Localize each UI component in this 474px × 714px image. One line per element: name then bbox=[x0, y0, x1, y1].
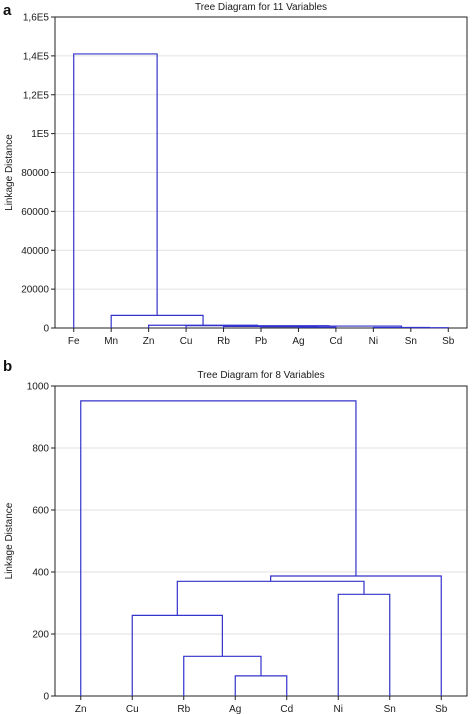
chart-title: Tree Diagram for 11 Variables bbox=[195, 2, 327, 13]
y-tick-label: 1000 bbox=[27, 382, 50, 393]
dendrogram-link bbox=[297, 326, 337, 328]
dendrogram-link bbox=[131, 614, 223, 696]
dendrogram-link bbox=[148, 324, 259, 328]
y-axis-label: Linkage Distance bbox=[4, 502, 15, 579]
y-tick-label: 40000 bbox=[21, 246, 49, 257]
leaf-label: Sn bbox=[405, 336, 417, 347]
dendrogram-link bbox=[337, 593, 391, 696]
dendrogram-link bbox=[270, 575, 442, 696]
y-tick-label: 1,2E5 bbox=[23, 90, 50, 101]
leaf-label: Cd bbox=[280, 704, 293, 714]
y-tick-label: 1,4E5 bbox=[23, 51, 50, 62]
leaf-label: Ni bbox=[334, 704, 343, 714]
y-tick-label: 200 bbox=[32, 630, 49, 641]
dendrogram-link bbox=[176, 580, 365, 616]
panel-a: a Tree Diagram for 11 Variables 0 20000 400… bbox=[0, 0, 474, 354]
dendrogram-link bbox=[372, 326, 431, 329]
y-tick-label: 800 bbox=[32, 444, 49, 455]
panel-label: a bbox=[3, 2, 12, 19]
leaf-label: Sb bbox=[442, 336, 455, 347]
y-tick-label: 400 bbox=[32, 568, 49, 579]
dendrogram-link bbox=[260, 326, 318, 328]
dendrogram-link bbox=[80, 400, 357, 696]
leaf-label: Ag bbox=[229, 704, 241, 714]
leaf-label: Ni bbox=[369, 336, 378, 347]
y-axis-label: Linkage Distance bbox=[4, 134, 15, 211]
dendrogram-chart-a: Tree Diagram for 11 Variables 0 20000 40000… bbox=[4, 2, 468, 347]
dendrogram-link bbox=[110, 314, 204, 328]
y-tick-label: 60000 bbox=[21, 207, 49, 218]
leaf-label: Rb bbox=[217, 336, 230, 347]
leaf-label: Mn bbox=[104, 336, 118, 347]
leaf-label: Sb bbox=[435, 704, 448, 714]
y-tick-label: 600 bbox=[32, 506, 49, 517]
leaf-label: Rb bbox=[177, 704, 190, 714]
y-tick-label: 1,6E5 bbox=[23, 13, 50, 24]
panel-b: b Tree Diagram for 8 Variables 0 200 400 600… bbox=[0, 356, 474, 714]
leaf-label: Zn bbox=[75, 704, 87, 714]
y-tick-label: 80000 bbox=[21, 168, 49, 179]
leaf-label: Sn bbox=[384, 704, 396, 714]
dendrogram-link bbox=[234, 675, 288, 696]
dendrogram-link bbox=[73, 53, 158, 328]
y-tick-label: 0 bbox=[43, 324, 49, 335]
leaf-label: Pb bbox=[255, 336, 268, 347]
panel-label: b bbox=[3, 358, 13, 375]
y-tick-label: 20000 bbox=[21, 285, 49, 296]
y-tick-label: 1E5 bbox=[31, 129, 49, 140]
leaf-label: Cd bbox=[330, 336, 343, 347]
dendrogram-chart-b: Tree Diagram for 8 Variables 0 200 400 600 80… bbox=[4, 370, 468, 714]
leaf-label: Cu bbox=[126, 704, 139, 714]
leaf-label: Ag bbox=[292, 336, 304, 347]
chart-title: Tree Diagram for 8 Variables bbox=[197, 370, 324, 381]
leaf-label: Cu bbox=[180, 336, 193, 347]
leaf-label: Zn bbox=[143, 336, 155, 347]
y-tick-label: 0 bbox=[43, 692, 49, 703]
leaf-label: Fe bbox=[68, 336, 80, 347]
plot-frame bbox=[54, 385, 468, 697]
